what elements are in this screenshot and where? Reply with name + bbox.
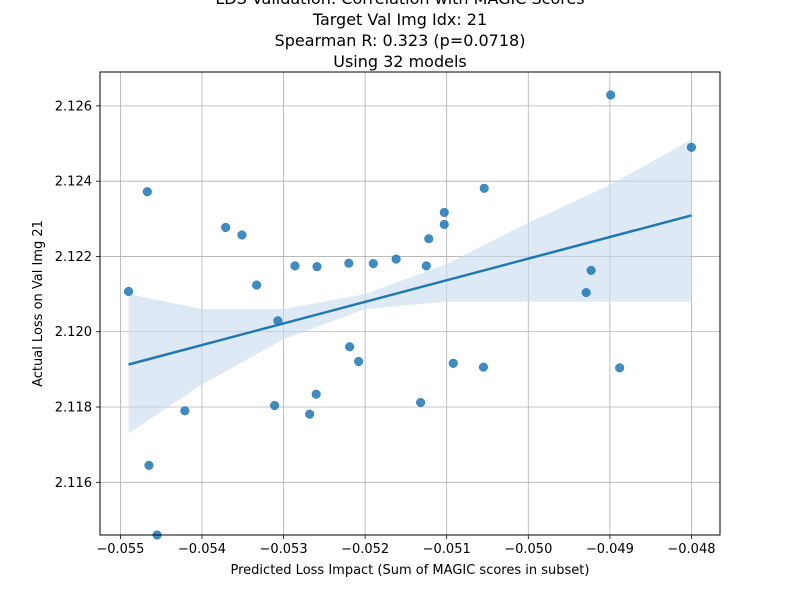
chart-title-line-3: Spearman R: 0.323 (p=0.0718) <box>274 31 526 50</box>
data-point <box>290 261 300 271</box>
data-point <box>311 389 321 399</box>
y-tick-label: 2.120 <box>55 325 92 340</box>
data-point <box>421 261 431 271</box>
x-tick-label: −0.048 <box>667 542 715 557</box>
data-point <box>305 409 315 419</box>
confidence-band <box>128 139 692 434</box>
x-tick-label: −0.052 <box>341 542 389 557</box>
data-point <box>180 406 190 416</box>
y-axis-label: Actual Loss on Val Img 21 <box>31 220 46 387</box>
data-point <box>606 90 616 100</box>
data-point <box>221 222 231 233</box>
data-point <box>344 258 354 268</box>
chart-title-line-1: LDS Validation: Correlation with MAGIC S… <box>0 0 800 9</box>
chart-title-line-2: Target Val Img Idx: 21 <box>312 10 488 29</box>
data-point <box>615 363 625 373</box>
data-point <box>354 356 364 367</box>
regression-line <box>128 214 692 366</box>
data-point <box>368 259 378 269</box>
chart-title: LDS Validation: Correlation with MAGIC S… <box>0 0 800 72</box>
y-tick-label: 2.126 <box>55 99 92 114</box>
regression-line-layer <box>128 214 692 366</box>
data-point <box>252 280 262 290</box>
data-point <box>439 219 449 230</box>
data-point <box>479 183 489 193</box>
data-point <box>142 187 152 197</box>
data-point <box>312 262 322 272</box>
x-axis-label: Predicted Loss Impact (Sum of MAGIC scor… <box>231 563 590 578</box>
points-layer <box>124 90 696 540</box>
y-tick-label: 2.116 <box>55 476 92 491</box>
x-tick-label: −0.054 <box>178 542 226 557</box>
data-point <box>448 358 458 368</box>
y-tick-label: 2.122 <box>55 250 92 265</box>
confidence-band-layer <box>128 139 692 434</box>
data-point <box>270 400 280 411</box>
data-point <box>424 234 434 244</box>
data-point <box>237 230 247 240</box>
tick-layer: −0.055 −0.054 −0.053 −0.052 −0.051 −0.050 −0.0… <box>55 99 716 557</box>
chart-title-line-4: Using 32 models <box>333 52 467 71</box>
data-point <box>586 265 596 275</box>
y-tick-label: 2.118 <box>55 401 92 416</box>
x-tick-label: −0.050 <box>504 542 552 557</box>
data-point <box>345 342 355 352</box>
data-point <box>391 254 401 264</box>
data-point <box>273 316 283 326</box>
data-point <box>416 397 426 408</box>
data-point <box>581 288 591 298</box>
x-tick-label: −0.055 <box>96 542 144 557</box>
y-tick-label: 2.124 <box>55 175 92 190</box>
data-point <box>686 142 696 152</box>
plot-frame <box>99 71 721 536</box>
data-point <box>144 460 154 470</box>
data-point <box>124 286 134 297</box>
data-point <box>478 362 488 372</box>
x-tick-label: −0.051 <box>423 542 471 557</box>
data-point <box>439 207 449 217</box>
x-tick-label: −0.049 <box>586 542 634 557</box>
x-tick-label: −0.053 <box>259 542 307 557</box>
